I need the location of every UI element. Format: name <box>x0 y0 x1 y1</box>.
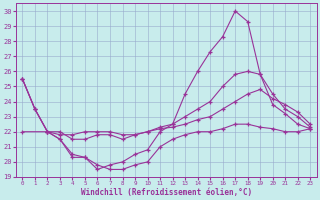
X-axis label: Windchill (Refroidissement éolien,°C): Windchill (Refroidissement éolien,°C) <box>81 188 252 197</box>
